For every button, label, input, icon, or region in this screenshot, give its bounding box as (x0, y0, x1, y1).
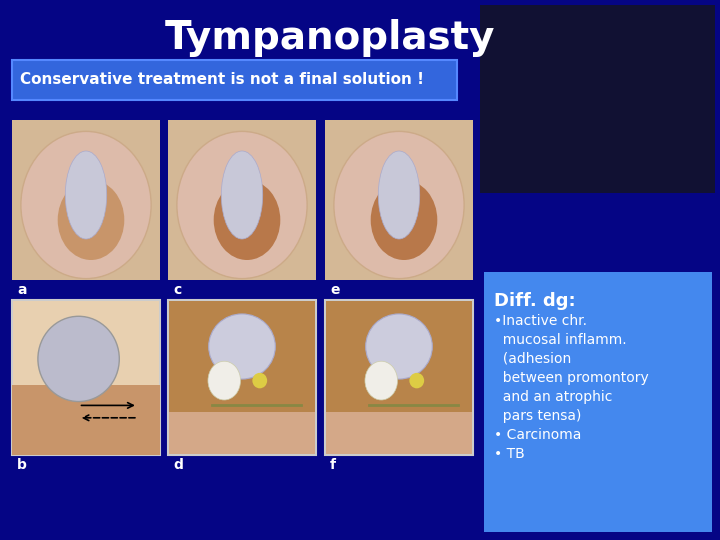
Text: c: c (173, 283, 181, 297)
Ellipse shape (58, 180, 125, 260)
FancyBboxPatch shape (480, 5, 715, 193)
Text: f: f (330, 458, 336, 472)
Ellipse shape (371, 180, 437, 260)
Text: Conservative treatment is not a final solution !: Conservative treatment is not a final so… (20, 72, 424, 87)
FancyBboxPatch shape (13, 301, 159, 454)
FancyBboxPatch shape (326, 301, 472, 454)
Text: e: e (330, 283, 340, 297)
Text: Diff. dg:: Diff. dg: (494, 292, 575, 310)
Text: d: d (173, 458, 183, 472)
Ellipse shape (366, 314, 432, 379)
Ellipse shape (66, 151, 107, 239)
Text: •Inactive chr.
  mucosal inflamm.
  (adhesion
  between promontory
  and an atro: •Inactive chr. mucosal inflamm. (adhesio… (494, 314, 649, 461)
Ellipse shape (334, 131, 464, 279)
Text: b: b (17, 458, 27, 472)
Ellipse shape (410, 373, 424, 388)
FancyBboxPatch shape (12, 60, 457, 100)
FancyBboxPatch shape (326, 301, 472, 454)
Ellipse shape (365, 361, 397, 400)
FancyBboxPatch shape (12, 300, 160, 455)
Ellipse shape (252, 373, 267, 388)
FancyBboxPatch shape (484, 272, 712, 532)
FancyBboxPatch shape (169, 411, 315, 454)
FancyBboxPatch shape (326, 411, 472, 454)
FancyBboxPatch shape (169, 301, 315, 454)
FancyBboxPatch shape (169, 301, 315, 454)
Text: Tympanoplasty: Tympanoplasty (165, 19, 495, 57)
Ellipse shape (214, 180, 280, 260)
Ellipse shape (177, 131, 307, 279)
FancyBboxPatch shape (325, 120, 473, 280)
FancyBboxPatch shape (168, 120, 316, 280)
Ellipse shape (38, 316, 120, 402)
Ellipse shape (209, 314, 275, 379)
FancyBboxPatch shape (12, 385, 160, 455)
FancyBboxPatch shape (12, 120, 160, 280)
Text: a: a (17, 283, 27, 297)
Ellipse shape (378, 151, 420, 239)
Ellipse shape (208, 361, 240, 400)
Ellipse shape (221, 151, 263, 239)
FancyBboxPatch shape (325, 300, 473, 455)
FancyBboxPatch shape (168, 300, 316, 455)
Ellipse shape (21, 131, 151, 279)
